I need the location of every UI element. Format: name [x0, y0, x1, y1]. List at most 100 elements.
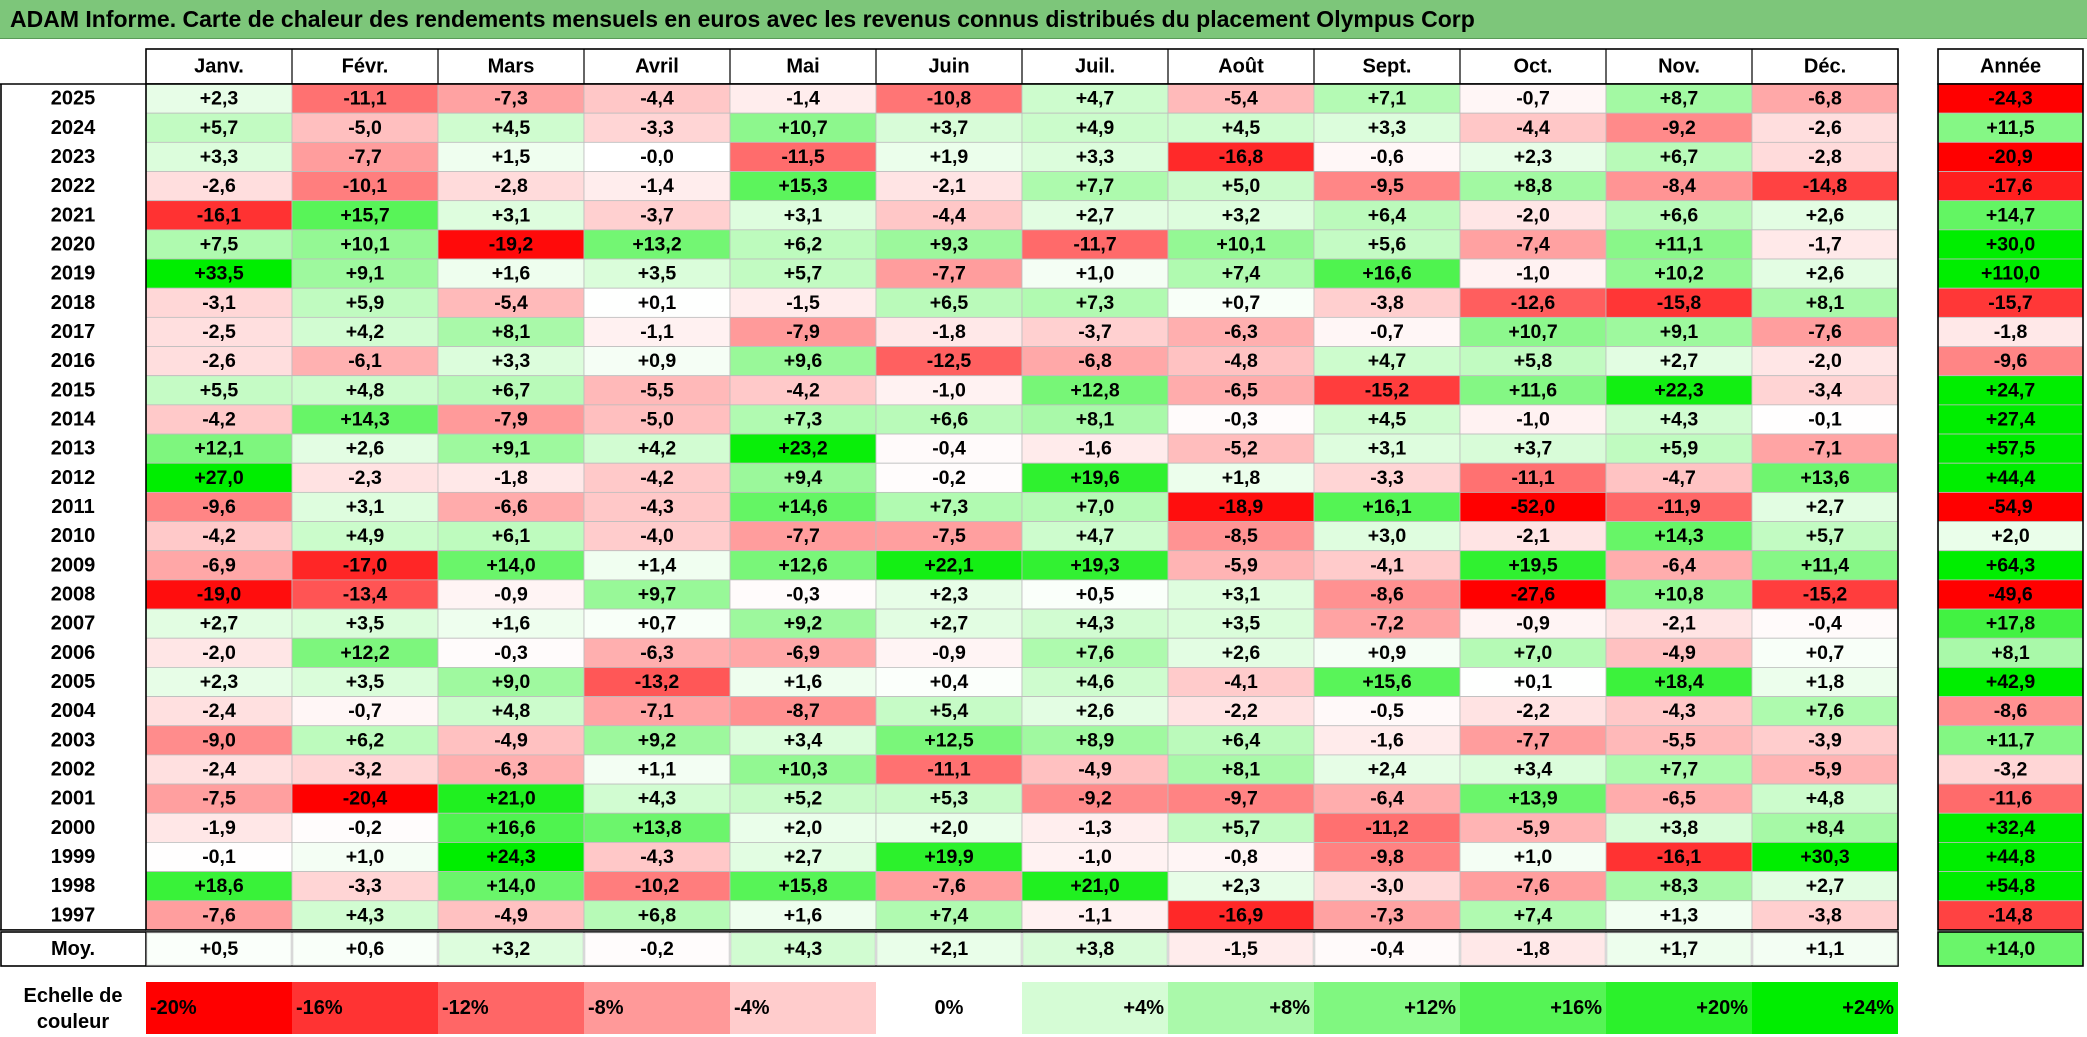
scale-stop-label: +24% — [1842, 997, 1894, 1019]
scale-swatch — [584, 982, 730, 1034]
cell-value: +5,2 — [784, 788, 823, 810]
cell-value: +13,8 — [632, 817, 681, 839]
annual-value: -8,6 — [1994, 700, 2028, 722]
cell-value: +9,1 — [1660, 321, 1699, 343]
heatmap-cell — [875, 375, 1023, 406]
heatmap-cell — [1751, 754, 1899, 785]
annual-value: +44,4 — [1986, 467, 2035, 489]
cell-value: -8,5 — [1224, 525, 1258, 547]
year-label: 2010 — [51, 525, 96, 547]
annual-value: -1,8 — [1994, 321, 2028, 343]
cell-value: +12,6 — [778, 554, 827, 576]
heatmap-cell — [1021, 462, 1169, 493]
cell-value: +4,8 — [1806, 788, 1845, 810]
heatmap-cell — [729, 346, 877, 377]
cell-value: -17,0 — [343, 554, 388, 576]
cell-value: +10,8 — [1654, 583, 1703, 605]
cell-value: -4,2 — [202, 525, 236, 547]
heatmap-cell — [583, 258, 731, 289]
heatmap-cell — [437, 871, 585, 902]
cell-value: +4,7 — [1368, 350, 1407, 372]
heatmap-cell — [1605, 842, 1753, 872]
cell-value: +2,7 — [1076, 204, 1115, 226]
cell-value: +7,4 — [930, 904, 969, 926]
cell-value: +11,6 — [1509, 379, 1557, 401]
cell-value: -11,2 — [1365, 817, 1409, 839]
scale-swatch — [1022, 982, 1168, 1034]
average-value: -0,2 — [640, 938, 674, 960]
cell-value: +2,4 — [1368, 758, 1407, 780]
heatmap-cell — [1751, 842, 1899, 872]
heatmap-cell — [437, 667, 585, 697]
annual-value: +110,0 — [1981, 263, 2040, 285]
cell-value: +19,9 — [924, 846, 973, 868]
cell-value: +2,3 — [200, 88, 239, 110]
heatmap-cell — [1459, 900, 1607, 931]
annual-header: Année — [1980, 56, 2041, 78]
cell-value: +3,4 — [1514, 758, 1553, 780]
cell-value: -0,4 — [932, 438, 966, 460]
year-label: 2007 — [51, 613, 96, 635]
heatmap-cell — [291, 696, 439, 727]
heatmap-cell — [1021, 842, 1169, 872]
annual-value: +30,0 — [1986, 233, 2035, 255]
cell-value: -6,1 — [348, 350, 382, 372]
cell-value: -1,8 — [932, 321, 966, 343]
cell-value: +4,3 — [1660, 408, 1699, 430]
heatmap-cell — [291, 316, 439, 347]
cell-value: +24,3 — [486, 846, 535, 868]
cell-value: +2,6 — [1806, 263, 1845, 285]
cell-value: -7,3 — [494, 88, 528, 110]
heatmap-cell — [729, 229, 877, 260]
scale-swatch — [1168, 982, 1314, 1034]
annual-value: +64,3 — [1986, 554, 2035, 576]
heatmap-cell — [729, 725, 877, 756]
cell-value: -4,1 — [1224, 671, 1258, 693]
annual-value: -17,6 — [1988, 175, 2033, 197]
cell-value: -0,6 — [1370, 146, 1404, 168]
heatmap-cell — [583, 812, 731, 843]
heatmap-cell — [1605, 141, 1753, 172]
heatmap-cell — [729, 608, 877, 639]
heatmap-cell — [437, 375, 585, 406]
year-label: 2014 — [51, 408, 96, 430]
average-value: +3,2 — [492, 938, 531, 960]
heatmap-cell — [1605, 200, 1753, 231]
average-cell — [1752, 932, 1898, 966]
scale-stop-label: -4% — [734, 997, 770, 1019]
cell-value: +6,5 — [930, 292, 969, 314]
annual-value: -14,8 — [1988, 904, 2033, 926]
cell-value: -0,9 — [932, 642, 966, 664]
heatmap-cell — [1751, 871, 1899, 902]
heatmap-cell — [1751, 667, 1899, 697]
cell-value: -1,4 — [786, 88, 820, 110]
heatmap-cell — [1167, 462, 1315, 493]
cell-value: +19,5 — [1508, 554, 1557, 576]
heatmap-cell — [1459, 171, 1607, 202]
cell-value: -0,2 — [932, 467, 966, 489]
cell-value: +27,0 — [194, 467, 243, 489]
scale-stop-label: +8% — [1269, 997, 1310, 1019]
cell-value: -4,1 — [1370, 554, 1404, 576]
heatmap-cell — [1605, 550, 1753, 581]
cell-value: +7,4 — [1514, 904, 1553, 926]
cell-value: -2,1 — [1516, 525, 1550, 547]
cell-value: +7,3 — [930, 496, 969, 518]
heatmap-cell — [1605, 491, 1753, 522]
cell-value: -9,6 — [202, 496, 236, 518]
heatmap-cell — [1313, 842, 1461, 872]
cell-value: -1,8 — [494, 467, 528, 489]
cell-value: -19,0 — [197, 583, 242, 605]
cell-value: +10,1 — [340, 233, 389, 255]
heatmap-cell — [729, 258, 877, 289]
cell-value: -6,5 — [1662, 788, 1696, 810]
cell-value: +2,6 — [1222, 642, 1261, 664]
heatmap-cell — [1313, 608, 1461, 639]
cell-value: +2,6 — [1806, 204, 1845, 226]
cell-value: -1,1 — [640, 321, 674, 343]
cell-value: -4,3 — [640, 496, 674, 518]
cell-value: +19,3 — [1070, 554, 1119, 576]
average-cell — [1606, 932, 1752, 966]
heatmap-cell — [145, 200, 293, 231]
cell-value: +1,9 — [930, 146, 969, 168]
